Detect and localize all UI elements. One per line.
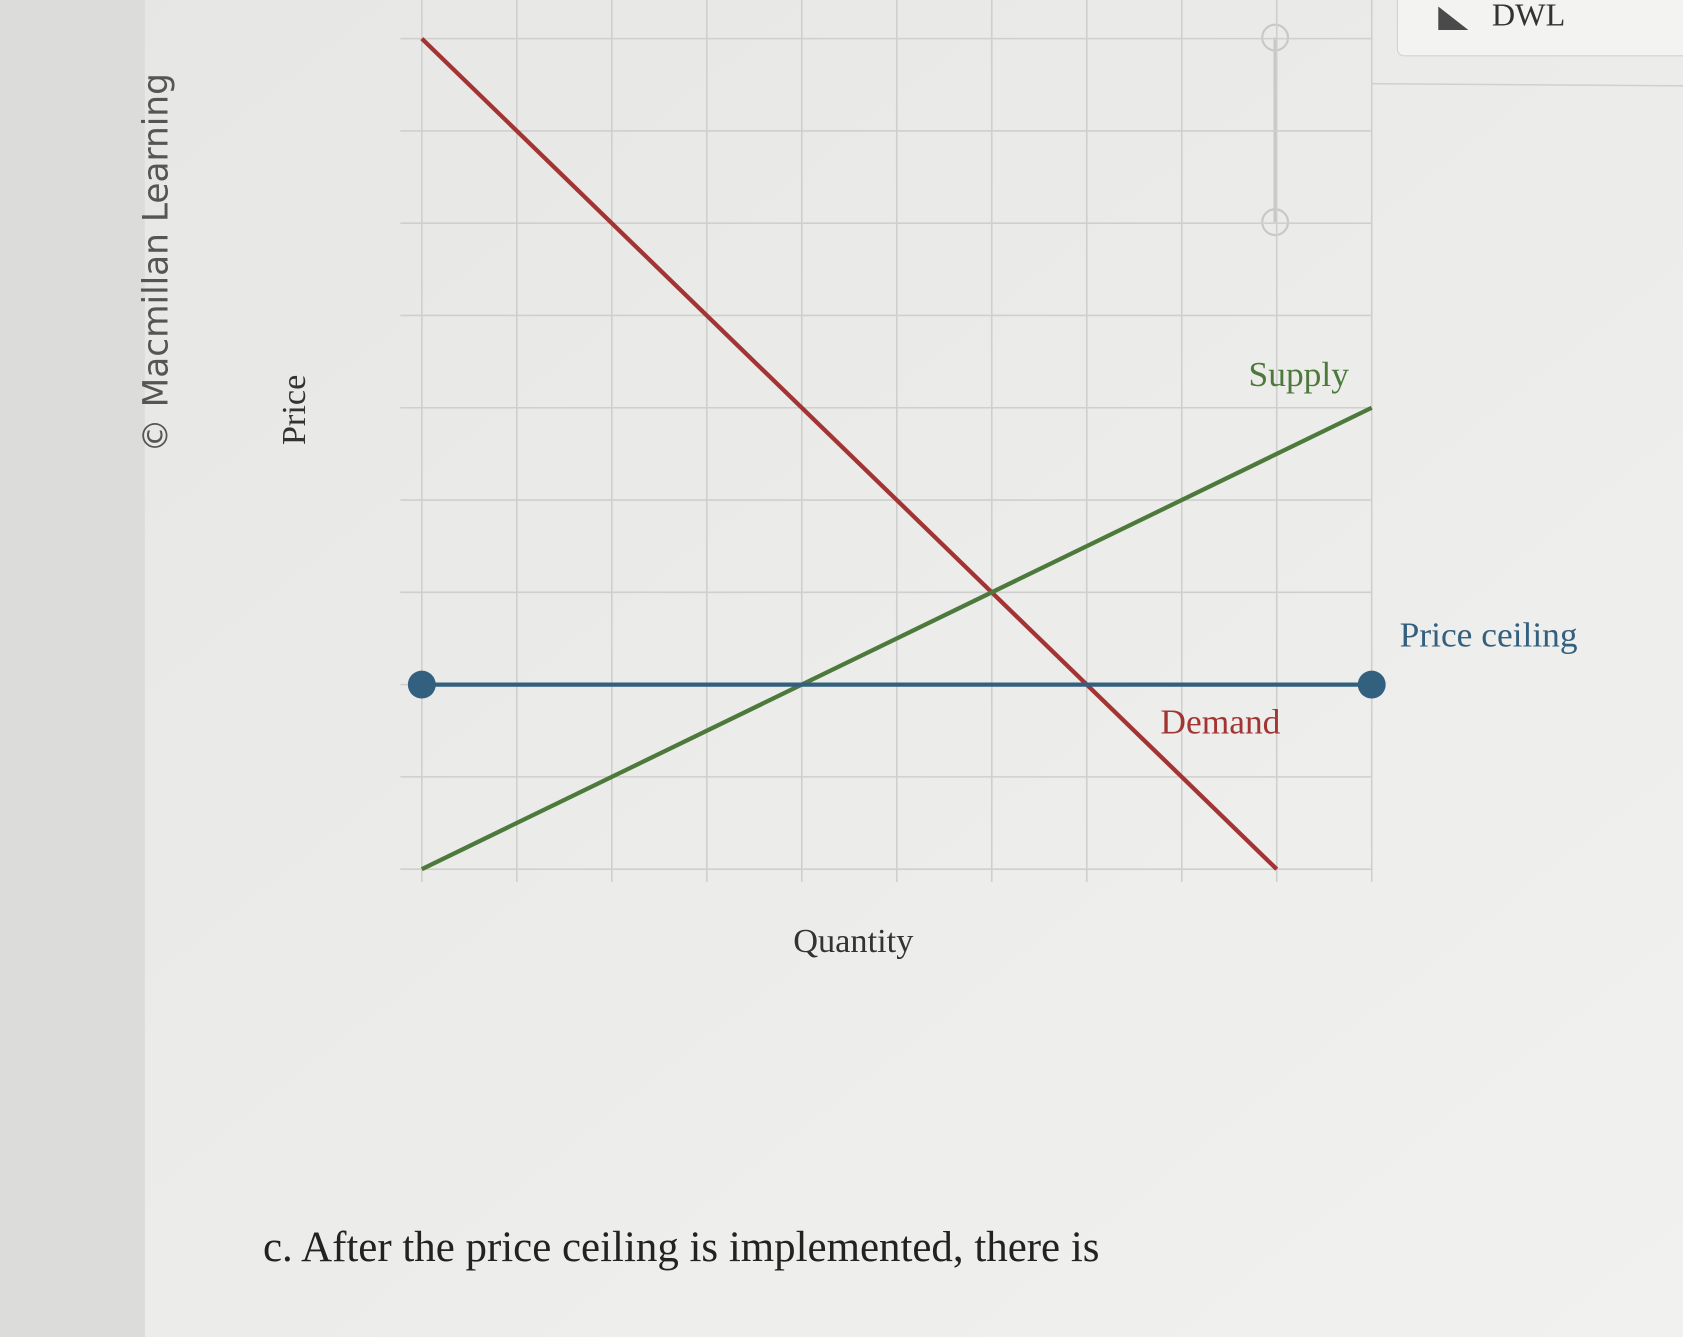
toolbox-item[interactable]: DWL <box>1492 0 1565 33</box>
series-line[interactable] <box>420 405 1373 872</box>
x-axis-label: Quantity <box>793 922 914 960</box>
copyright: © Macmillan Learning <box>136 73 176 453</box>
drag-handle[interactable] <box>1261 208 1290 237</box>
series-line[interactable] <box>420 37 1279 871</box>
y-axis-label: Price <box>275 375 313 446</box>
series-label: Price ceiling <box>1400 615 1578 655</box>
series-label: Demand <box>1160 701 1280 741</box>
left-margin <box>0 0 145 1337</box>
toolbox-panel <box>1396 0 1683 57</box>
endpoint[interactable] <box>407 670 436 699</box>
plot: Demand Supply Price ceiling <box>400 0 1578 883</box>
series-label: Supply <box>1249 354 1350 394</box>
endpoint[interactable] <box>1357 670 1386 699</box>
drag-handle[interactable] <box>1261 23 1290 52</box>
panel-edge <box>1371 82 1683 87</box>
question-text: c. After the price ceiling is implemente… <box>263 1224 1100 1271</box>
